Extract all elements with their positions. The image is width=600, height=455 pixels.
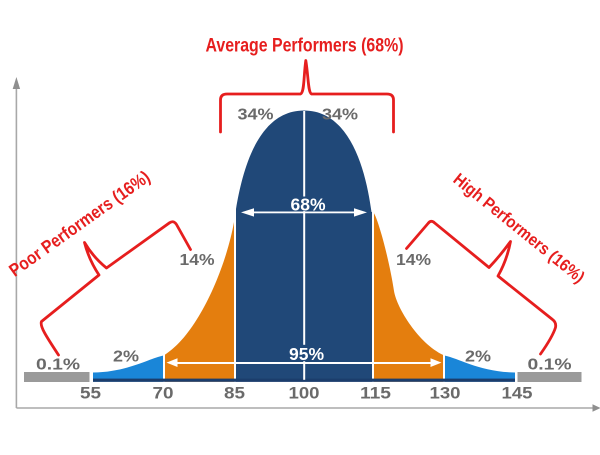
svg-text:85: 85 bbox=[224, 384, 245, 403]
svg-text:34%: 34% bbox=[238, 107, 274, 124]
svg-text:145: 145 bbox=[502, 384, 533, 403]
svg-text:95%: 95% bbox=[289, 344, 324, 364]
svg-text:55: 55 bbox=[80, 384, 101, 403]
svg-text:130: 130 bbox=[430, 384, 461, 403]
svg-text:0.1%: 0.1% bbox=[528, 357, 572, 374]
svg-text:115: 115 bbox=[360, 384, 391, 403]
svg-text:14%: 14% bbox=[180, 252, 215, 269]
svg-text:68%: 68% bbox=[290, 195, 325, 215]
svg-text:70: 70 bbox=[153, 384, 174, 403]
svg-text:34%: 34% bbox=[322, 107, 358, 124]
svg-text:0.1%: 0.1% bbox=[36, 357, 80, 374]
svg-text:14%: 14% bbox=[396, 252, 431, 269]
svg-text:2%: 2% bbox=[465, 349, 491, 366]
svg-text:100: 100 bbox=[289, 384, 320, 403]
svg-text:Average Performers (68%): Average Performers (68%) bbox=[206, 35, 404, 57]
svg-text:2%: 2% bbox=[113, 349, 139, 366]
